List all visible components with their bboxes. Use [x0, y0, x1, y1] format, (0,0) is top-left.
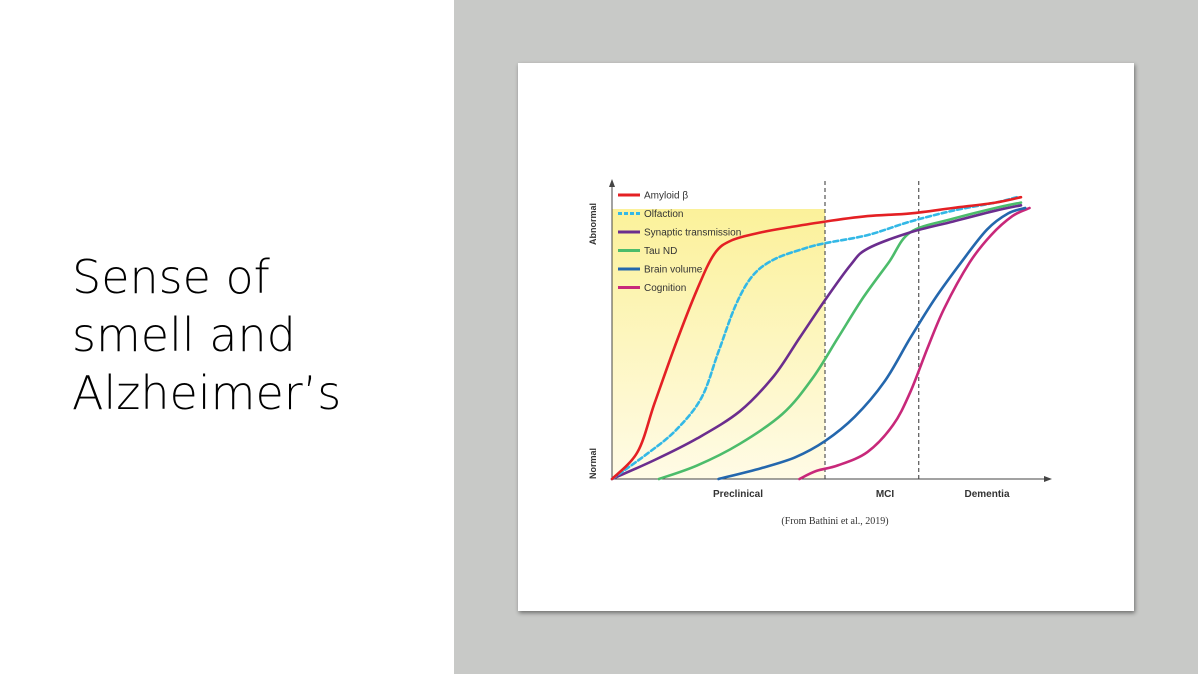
title-line-1: Sense of: [72, 250, 270, 304]
series-line-synaptic-transmission: [610, 204, 1023, 481]
y-axis-arrowhead: [609, 179, 615, 187]
slide-title: Sense of smell and Alzheimer’s: [72, 248, 402, 422]
title-line-2: smell and: [72, 308, 296, 362]
figure-source-note: (From Bathini et al., 2019): [781, 516, 888, 527]
stage-label-mci: MCI: [876, 489, 895, 500]
legend-label-synaptic-transmission: Synaptic transmission: [644, 228, 741, 239]
y-tick-label-abnormal: Abnormal: [588, 203, 598, 245]
series-line-amyloid-beta: [610, 195, 1023, 481]
chart: Normal Abnormal Preclinical MCI Dementia…: [588, 179, 1052, 527]
stage-label-dementia: Dementia: [964, 489, 1009, 500]
legend-label-amyloid: Amyloid β: [644, 191, 688, 202]
x-axis-arrowhead: [1044, 476, 1052, 482]
legend-label-brain-volume: Brain volume: [644, 265, 703, 276]
series-line-olfaction: [610, 195, 1018, 481]
series-line-tau-nd: [657, 201, 1023, 481]
series-line-brain-volume: [717, 206, 1027, 481]
legend-label-cognition: Cognition: [644, 283, 686, 294]
figure-card: Normal Abnormal Preclinical MCI Dementia…: [518, 63, 1134, 611]
legend-label-olfaction: Olfaction: [644, 209, 683, 220]
legend-label-tau-nd: Tau ND: [644, 246, 677, 257]
title-line-3: Alzheimer’s: [72, 366, 342, 420]
y-tick-label-normal: Normal: [588, 448, 598, 479]
stage-label-preclinical: Preclinical: [713, 489, 763, 500]
legend: Amyloid β Olfaction Synaptic transmissio…: [618, 191, 741, 294]
series-line-cognition: [798, 206, 1031, 481]
